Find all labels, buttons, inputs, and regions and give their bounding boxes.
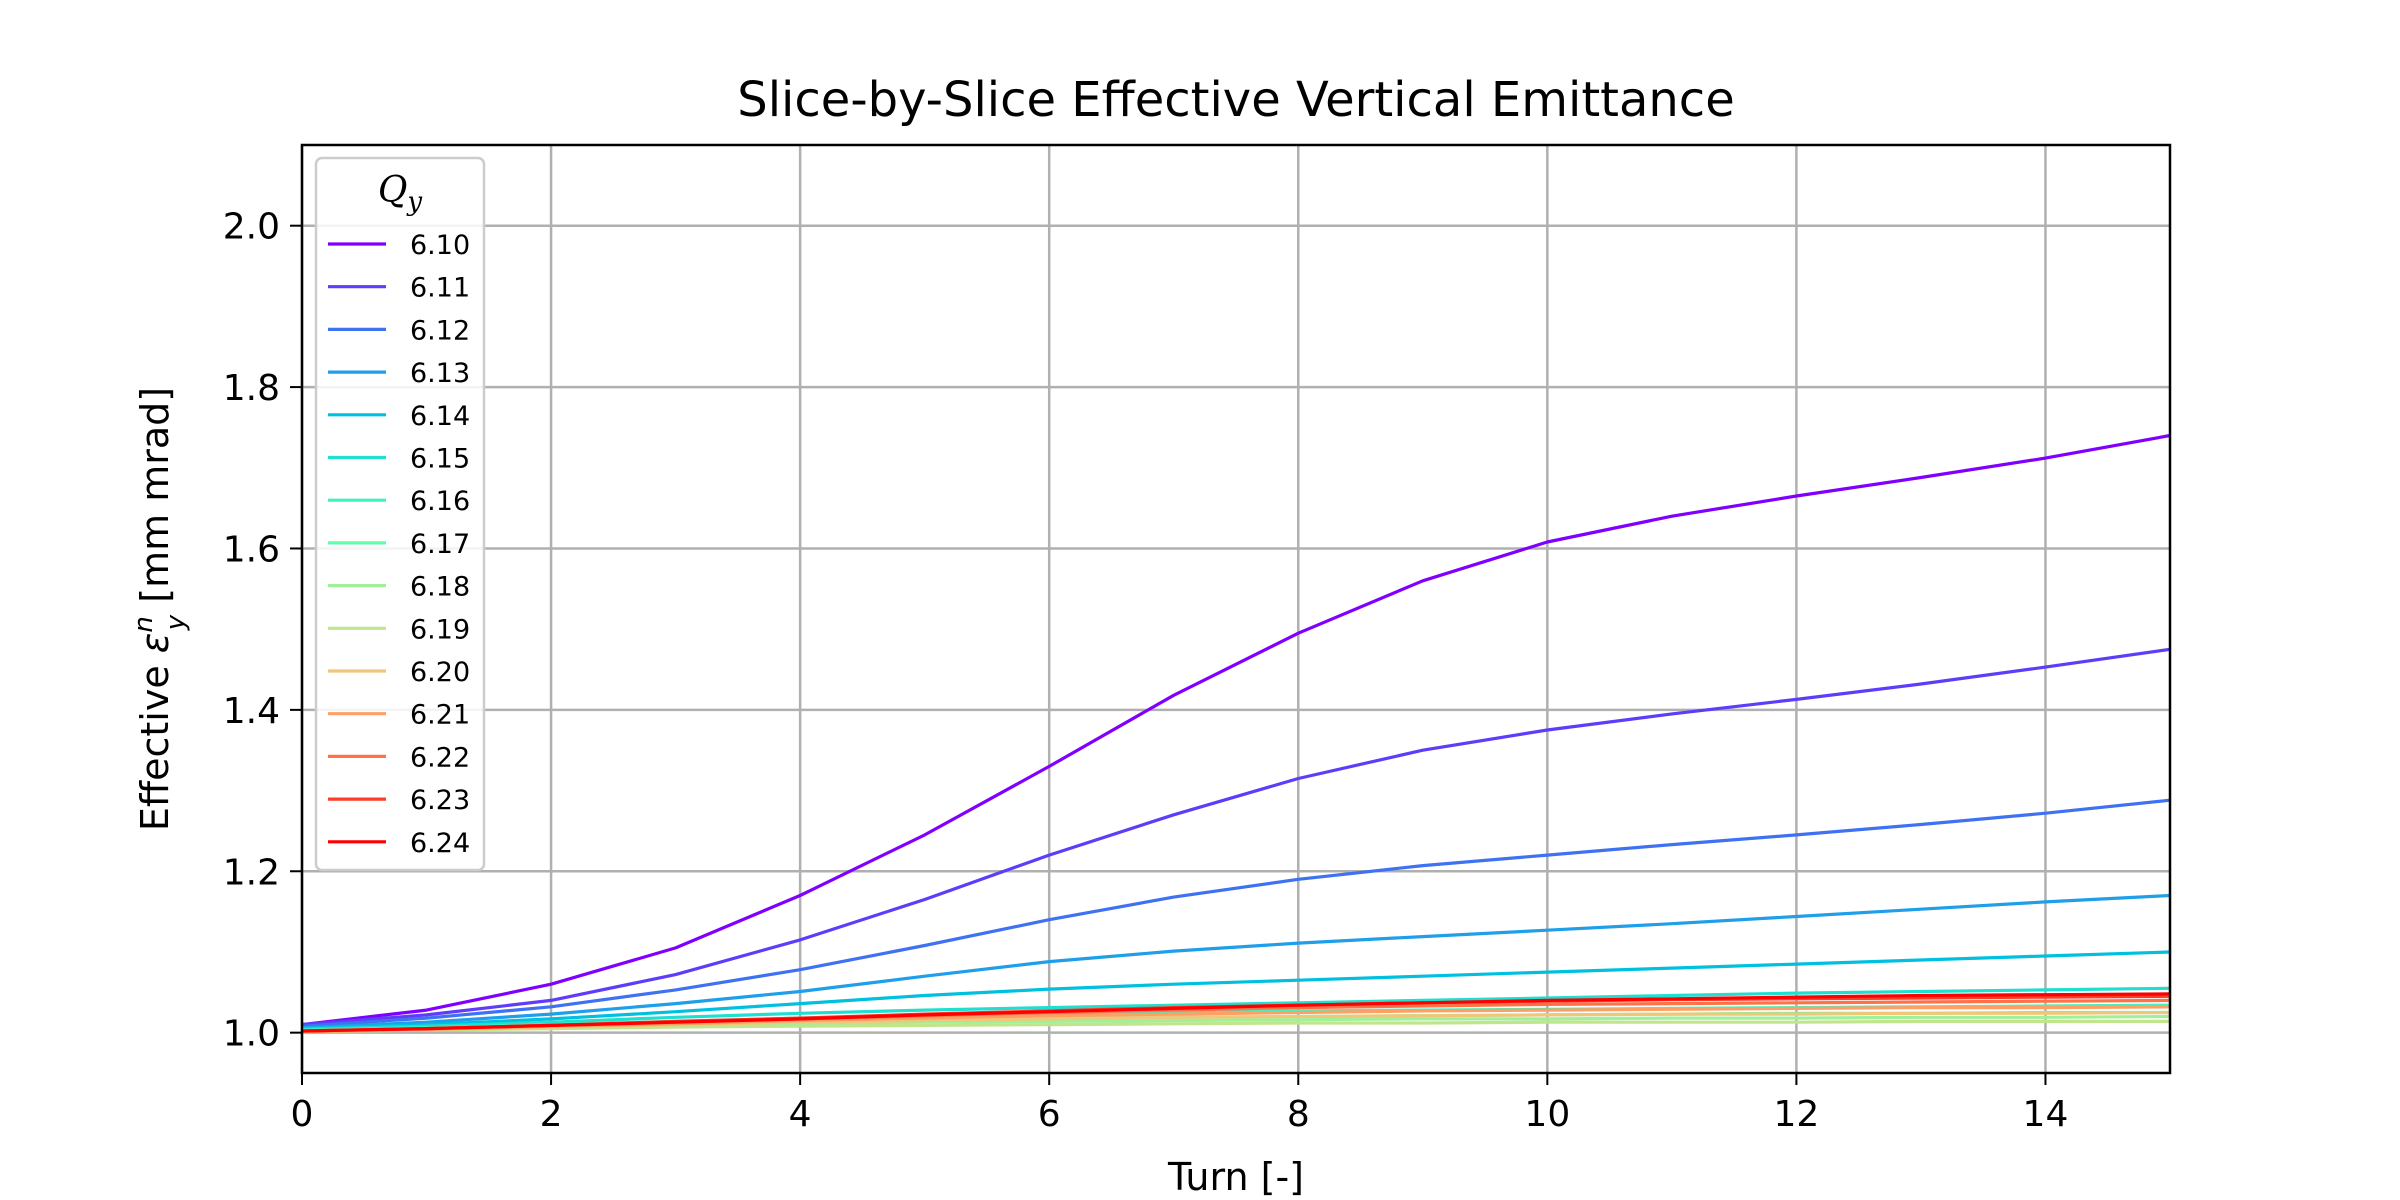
y-axis-label-prefix: Effective [133,653,177,831]
legend-entry: 6.19 [328,614,470,645]
legend-label: 6.14 [410,401,470,432]
legend-label: 6.12 [410,315,470,346]
legend-entry: 6.10 [328,230,470,261]
x-tick-label: 4 [789,1094,812,1135]
legend-title-base: Q [378,170,408,211]
x-tick-label: 6 [1038,1094,1061,1135]
series-line-6-15 [301,986,2171,1031]
y-axis-label-symbol: ε [133,633,177,654]
grid-lines [300,145,2170,1073]
y-tick-label: 2.0 [223,207,280,248]
x-tick-label: 10 [1524,1094,1570,1135]
legend-label: 6.15 [410,444,470,475]
y-tick-label: 1.2 [223,852,280,893]
y-axis-label-suffix: [mm mrad] [133,387,177,615]
legend-label: 6.11 [410,273,470,304]
legend-label: 6.18 [410,572,470,603]
legend-entry: 6.14 [328,401,470,432]
y-axis-label-superscript: n [129,616,159,632]
legend-entry: 6.18 [328,572,470,603]
legend-entry: 6.15 [328,444,470,475]
legend-entry: 6.17 [328,529,470,560]
x-tick-label: 0 [291,1094,314,1135]
legend-label: 6.21 [410,700,470,731]
y-tick-label: 1.6 [223,529,280,570]
series-line-6-11 [301,647,2171,1027]
legend-label: 6.20 [410,657,470,688]
legend-entry: 6.24 [328,828,470,859]
legend-entry: 6.16 [328,486,470,517]
legend-title-subscript: y [406,187,422,217]
legend-entries: 6.10 6.11 6.12 6.13 6.14 6.15 6.16 6.17 6.18 6.19… [328,230,470,859]
y-tick-label: 1.0 [223,1014,280,1055]
legend-label: 6.19 [410,614,470,645]
plot-frame [300,143,2172,1075]
x-tick-label: 14 [2023,1094,2069,1135]
legend-entry: 6.22 [328,742,470,773]
series-lines [301,433,2171,1034]
legend-title: Qy [378,170,423,217]
axis-ticks: 0 2 4 6 8 10 12 14 1.0 1.2 1.4 1.6 1.8 2.0 [223,207,2069,1135]
legend-entry: 6.20 [328,657,470,688]
series-line-6-24 [301,992,2171,1033]
y-tick-label: 1.4 [223,691,280,732]
legend-entry: 6.12 [328,315,470,346]
legend-label: 6.10 [410,230,470,261]
legend-label: 6.23 [410,785,470,816]
y-axis-label-subscript: y [161,614,191,631]
series-line-6-14 [301,950,2171,1031]
legend-label: 6.13 [410,358,470,389]
x-tick-label: 2 [540,1094,563,1135]
legend-label: 6.17 [410,529,470,560]
plot-area [302,145,2170,1073]
legend-label: 6.22 [410,742,470,773]
legend-label: 6.24 [410,828,470,859]
legend: Qy 6.106.116.126.136.146.156.166.176.186… [314,156,486,872]
series-line-6-13 [301,893,2171,1030]
legend-entry: 6.13 [328,358,470,389]
chart-title: Slice-by-Slice Effective Vertical Emitta… [737,72,1734,128]
legend-label: 6.16 [410,486,470,517]
legend-box [314,156,486,872]
legend-entry: 6.23 [328,785,470,816]
series-line-6-10 [301,433,2171,1027]
y-tick-label: 1.8 [223,368,280,409]
x-tick-label: 8 [1287,1094,1310,1135]
legend-entry: 6.21 [328,700,470,731]
x-tick-label: 12 [1773,1094,1819,1135]
x-axis-label: Turn [-] [1167,1155,1304,1199]
y-axis-label: Effective εny [mm mrad] [129,387,191,831]
legend-entry: 6.11 [328,273,470,304]
series-line-6-12 [301,798,2171,1028]
series-line-6-19 [301,1019,2170,1034]
